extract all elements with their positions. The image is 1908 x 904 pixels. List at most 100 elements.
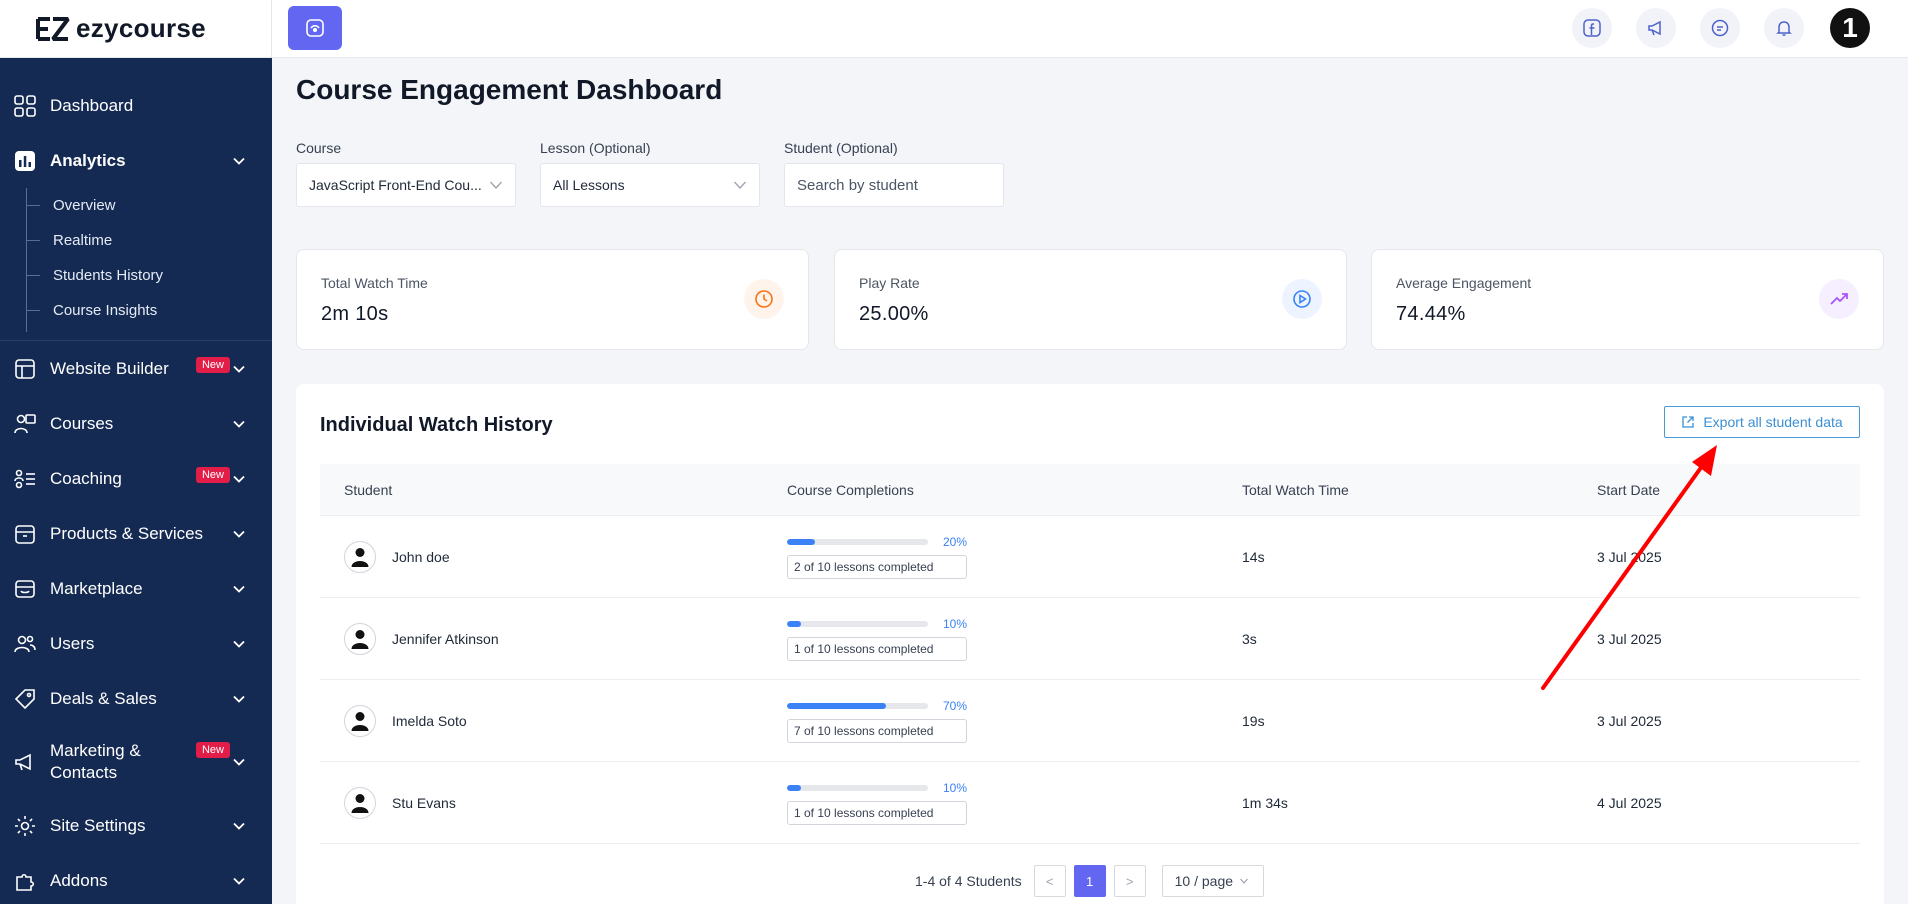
pagination-prev-button[interactable]: < — [1033, 865, 1066, 897]
stat-value: 2m 10s — [321, 303, 389, 325]
progress-track — [787, 703, 928, 709]
watch-time-cell: 1m 34s — [1242, 794, 1288, 811]
chevron-down-icon — [233, 695, 245, 703]
sidebar-item-marketing-contacts[interactable]: Marketing & Contacts New — [0, 726, 272, 798]
column-header-total-watch-time[interactable]: Total Watch Time — [1242, 481, 1349, 498]
start-date-cell: 3 Jul 2025 — [1597, 712, 1662, 729]
sidebar-item-label: Dashboard — [50, 95, 134, 115]
completion-progress: 10% 1 of 10 lessons completed — [787, 616, 967, 661]
progress-fill — [787, 785, 802, 791]
column-header-start-date[interactable]: Start Date — [1597, 481, 1661, 498]
course-filter-label: Course — [296, 140, 342, 156]
play-icon — [1282, 279, 1322, 319]
facebook-button[interactable] — [1572, 8, 1612, 48]
home-button[interactable] — [288, 6, 342, 50]
pagination-next-button[interactable]: > — [1113, 865, 1146, 897]
student-search-input[interactable] — [797, 176, 991, 194]
lesson-select-value: All Lessons — [553, 177, 625, 193]
sidebar-item-website-builder[interactable]: Website Builder New — [0, 341, 272, 396]
sidebar-item-deals-sales[interactable]: Deals & Sales — [0, 671, 272, 726]
chevron-down-icon — [233, 475, 245, 483]
sidebar-item-products-services[interactable]: Products & Services — [0, 506, 272, 561]
chevron-down-icon — [233, 585, 245, 593]
sidebar-item-label: Marketplace — [50, 578, 143, 598]
sidebar-item-label: Deals & Sales — [50, 688, 157, 708]
sidebar-item-label: Users — [50, 633, 95, 653]
progress-top: 70% — [787, 698, 967, 714]
chevron-down-icon — [233, 420, 245, 428]
student-cell: Imelda Soto — [320, 704, 787, 737]
puzzle-icon — [16, 873, 35, 891]
table-row[interactable]: Stu Evans 10% 1 of 10 lessons completed … — [320, 762, 1860, 844]
chevron-down-icon — [233, 822, 245, 830]
lessons-completed-label: 1 of 10 lessons completed — [787, 637, 967, 661]
sidebar-item-analytics[interactable]: Analytics — [0, 133, 272, 188]
sidebar-item-label: Addons — [50, 870, 108, 890]
table-row[interactable]: John doe 20% 2 of 10 lessons completed 1… — [320, 516, 1860, 598]
sidebar-item-label: Site Settings — [50, 815, 146, 835]
column-header-course-completions[interactable]: Course Completions — [787, 481, 914, 498]
completion-cell: 10% 1 of 10 lessons completed — [787, 780, 1242, 825]
sidebar-item-dashboard[interactable]: Dashboard — [0, 78, 272, 133]
sidebar-subitem-course-insights[interactable]: Course Insights — [26, 293, 272, 328]
sidebar-item-addons[interactable]: Addons — [0, 853, 272, 904]
student-name[interactable]: Stu Evans — [392, 794, 456, 811]
chevron-down-icon — [734, 181, 746, 189]
progress-track — [787, 539, 928, 545]
logo[interactable]: ezycourse — [0, 0, 272, 58]
page-title: Course Engagement Dashboard — [296, 74, 723, 105]
bar-chart-icon — [15, 150, 35, 171]
export-student-data-button[interactable]: Export all student data — [1664, 406, 1860, 438]
start-date-cell: 3 Jul 2025 — [1597, 548, 1662, 565]
sidebar: ezycourse Dashboard Analytics Overview R… — [0, 0, 272, 904]
student-name[interactable]: Imelda Soto — [392, 712, 467, 729]
progress-fill — [787, 621, 802, 627]
facebook-icon — [1583, 19, 1601, 37]
notifications-button[interactable] — [1764, 8, 1804, 48]
stat-label: Total Watch Time — [321, 275, 428, 291]
table-row[interactable]: Jennifer Atkinson 10% 1 of 10 lessons co… — [320, 598, 1860, 680]
student-name[interactable]: Jennifer Atkinson — [392, 630, 499, 647]
sidebar-item-coaching[interactable]: Coaching New — [0, 451, 272, 506]
announcements-button[interactable] — [1636, 8, 1676, 48]
pagination-summary: 1-4 of 4 Students — [915, 873, 1022, 889]
progress-top: 10% — [787, 780, 967, 796]
lesson-select[interactable]: All Lessons — [540, 163, 760, 207]
sidebar-item-courses[interactable]: Courses — [0, 396, 272, 451]
student-name[interactable]: John doe — [392, 548, 450, 565]
sidebar-item-marketplace[interactable]: Marketplace — [0, 561, 272, 616]
sidebar-item-label: Coaching — [50, 468, 122, 488]
new-badge: New — [195, 356, 230, 373]
pagination-page-button[interactable]: 1 — [1073, 865, 1106, 897]
sidebar-nav: Dashboard Analytics Overview Realtime St… — [0, 78, 272, 904]
sidebar-item-label: Analytics — [50, 150, 126, 170]
sidebar-item-site-settings[interactable]: Site Settings — [0, 798, 272, 853]
chevron-down-icon — [233, 758, 245, 766]
sidebar-item-label: Marketing & Contacts — [50, 741, 141, 782]
course-select[interactable]: JavaScript Front-End Cou... — [296, 163, 516, 207]
sidebar-subitem-students-history[interactable]: Students History — [26, 258, 272, 293]
users-icon — [14, 635, 36, 652]
watch-history-card: Individual Watch History Export all stud… — [296, 384, 1884, 904]
watch-history-title: Individual Watch History — [320, 414, 553, 436]
progress-fill — [787, 539, 816, 545]
progress-percent: 70% — [942, 699, 967, 713]
gear-icon — [15, 815, 35, 836]
stat-label: Average Engagement — [1396, 275, 1532, 291]
messages-button[interactable] — [1700, 8, 1740, 48]
sidebar-subitem-realtime[interactable]: Realtime — [26, 223, 272, 258]
student-cell: Jennifer Atkinson — [320, 622, 787, 655]
page-size-select[interactable]: 10 / page — [1161, 865, 1264, 897]
column-header-student[interactable]: Student — [344, 481, 393, 498]
stat-card-play-rate: Play Rate 25.00% — [834, 249, 1347, 350]
table-row[interactable]: Imelda Soto 70% 7 of 10 lessons complete… — [320, 680, 1860, 762]
sidebar-subitem-overview[interactable]: Overview — [26, 188, 272, 223]
progress-track — [787, 621, 928, 627]
chevron-down-icon — [233, 877, 245, 885]
teacher-icon — [14, 413, 36, 433]
user-avatar[interactable]: 1 — [1830, 8, 1870, 48]
sidebar-item-label: Products & Services — [50, 523, 204, 543]
chat-icon — [1711, 19, 1729, 37]
sidebar-item-users[interactable]: Users — [0, 616, 272, 671]
student-avatar — [344, 540, 376, 573]
